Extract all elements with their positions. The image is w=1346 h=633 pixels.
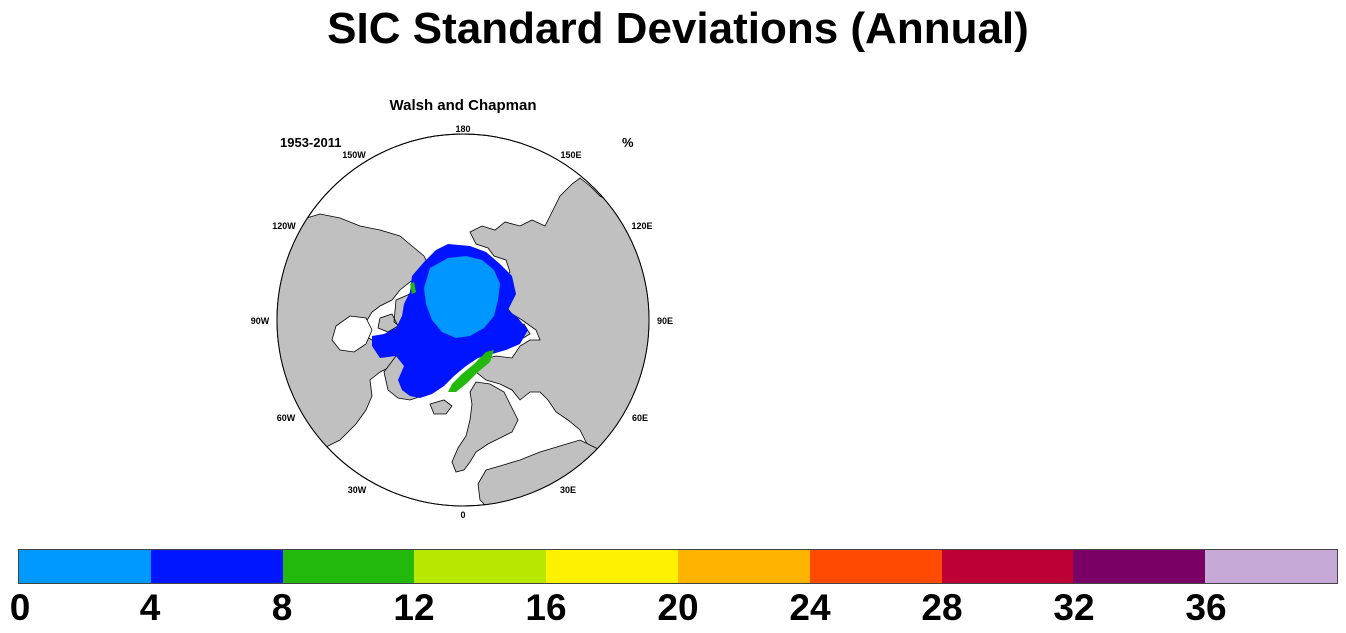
colorbar-tick-label: 12: [393, 587, 435, 628]
lon-label-0: 0: [460, 510, 465, 520]
lon-label-60e: 60E: [632, 413, 648, 423]
colorbar-segment: [546, 550, 678, 583]
colorbar-segment: [1205, 550, 1337, 583]
lon-label-90w: 90W: [251, 316, 270, 326]
lon-label-150e: 150E: [560, 150, 581, 160]
colorbar-segment: [150, 550, 283, 583]
lon-label-60w: 60W: [277, 413, 296, 423]
colorbar-tick-label: 8: [271, 587, 293, 628]
colorbar-segment: [1073, 550, 1206, 583]
units-label: %: [622, 135, 634, 150]
colorbar-tick-label: 36: [1185, 587, 1227, 628]
lon-label-90e: 90E: [657, 316, 673, 326]
colorbar-tick-label: 4: [139, 587, 161, 628]
lon-label-30e: 30E: [560, 485, 576, 495]
ice-0-4: [424, 256, 500, 338]
lon-label-120w: 120W: [272, 221, 296, 231]
colorbar-tick-label: 0: [9, 587, 31, 628]
colorbar-tick-label: 16: [525, 587, 567, 628]
colorbar-segment: [677, 550, 810, 583]
lon-label-180: 180: [455, 124, 470, 134]
period-label: 1953-2011: [280, 135, 341, 150]
iceland-land: [429, 399, 453, 415]
colorbar: [18, 549, 1338, 584]
lon-label-150w: 150W: [342, 150, 366, 160]
colorbar-segment: [19, 550, 151, 583]
colorbar-labels: 0 4 8 12 16 20 24 28 32 36: [0, 588, 1346, 633]
lon-label-120e: 120E: [631, 221, 652, 231]
colorbar-tick-label: 32: [1053, 587, 1095, 628]
scandinavia-land: [451, 381, 519, 473]
colorbar-tick-label: 28: [921, 587, 963, 628]
lon-label-30w: 30W: [348, 485, 367, 495]
panel-subtitle: Walsh and Chapman: [390, 97, 537, 114]
main-title: SIC Standard Deviations (Annual): [327, 4, 1029, 53]
colorbar-segment: [941, 550, 1074, 583]
colorbar-segment: [809, 550, 942, 583]
colorbar-tick-label: 20: [657, 587, 699, 628]
hudson-bay-water: [331, 315, 373, 353]
colorbar-segment: [282, 550, 415, 583]
colorbar-tick-label: 24: [789, 587, 831, 628]
polar-map: Walsh and Chapman 1953-2011 % 180 150W 1…: [251, 97, 673, 520]
colorbar-segment: [414, 550, 547, 583]
